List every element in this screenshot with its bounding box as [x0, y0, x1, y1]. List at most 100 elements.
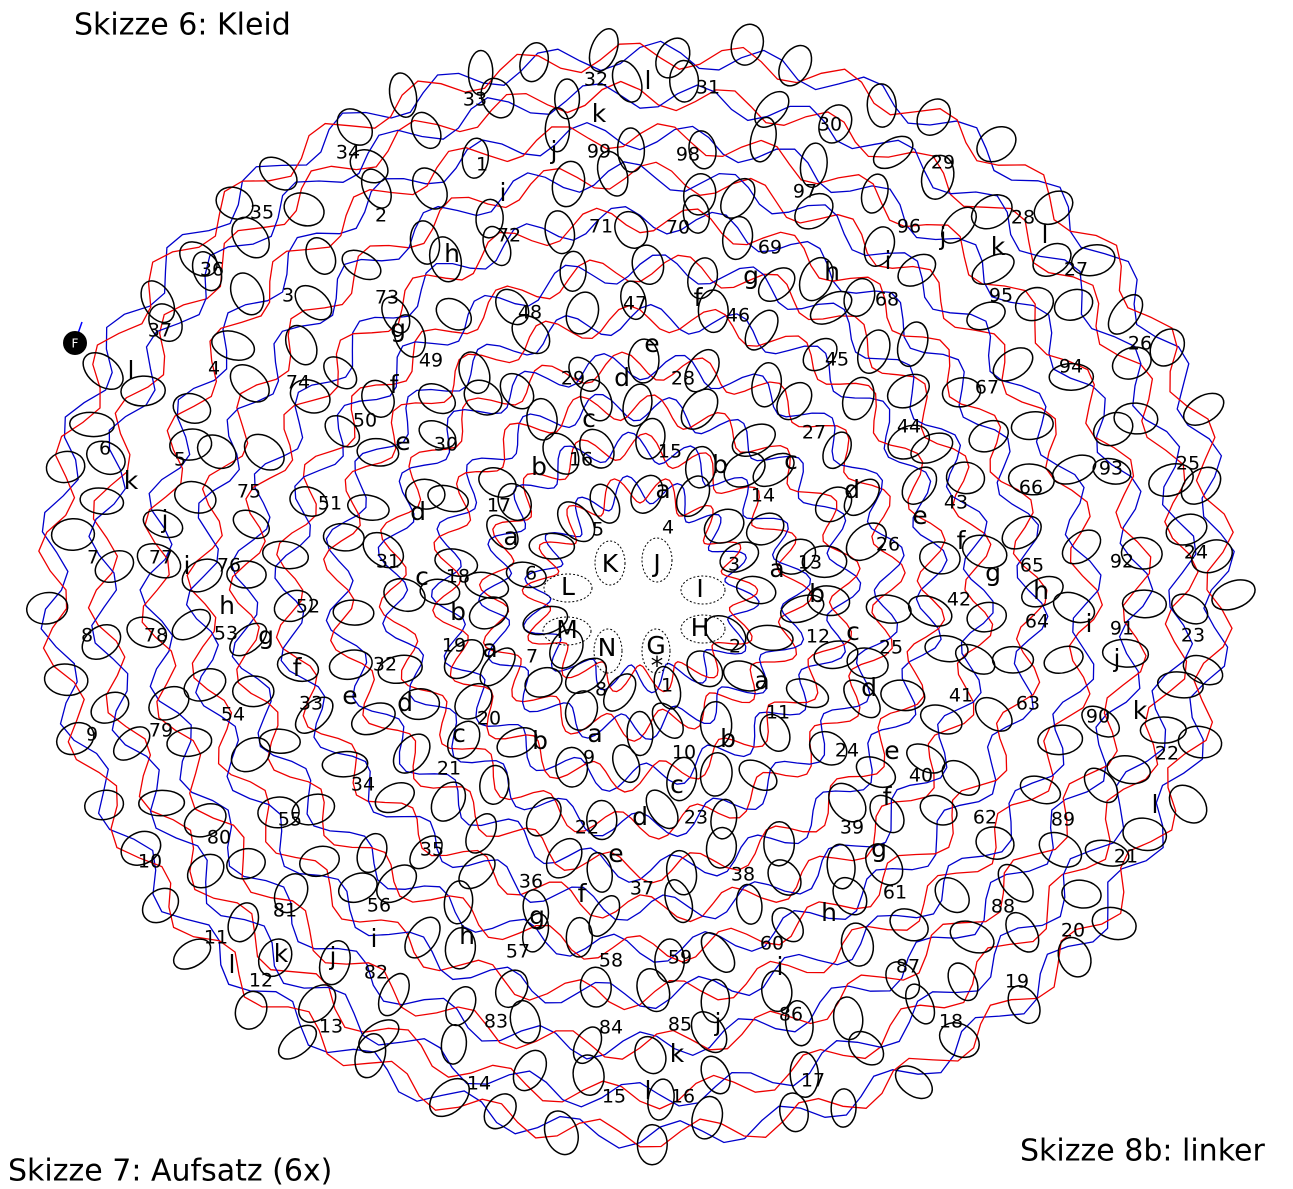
loop: [479, 764, 510, 805]
row-number: 14: [467, 1073, 491, 1095]
row-number: 87: [896, 956, 920, 978]
row-number: 31: [696, 77, 720, 99]
loop: [779, 1092, 809, 1133]
loop: [666, 756, 698, 802]
footer-left: Skizze 7: Aufsatz (6x): [8, 1154, 332, 1189]
loop-letter: e: [342, 681, 357, 710]
loop: [906, 743, 946, 774]
loop: [186, 853, 225, 889]
loop: [68, 411, 116, 438]
loop: [289, 379, 331, 414]
loop: [627, 338, 660, 384]
loop: [869, 794, 905, 834]
row-number: 27: [802, 422, 826, 444]
row-number: 21: [1114, 846, 1138, 868]
title: Skizze 6: Kleid: [74, 8, 291, 43]
row-number: 20: [477, 708, 501, 730]
row-number: 49: [419, 350, 443, 372]
loop: [555, 746, 589, 788]
loop-letter: l: [645, 1076, 652, 1105]
loop: [635, 417, 666, 460]
loop: [377, 654, 423, 685]
loop: [761, 970, 793, 1013]
loop: [276, 651, 320, 683]
row-number: 18: [939, 1011, 963, 1033]
loop: [682, 194, 711, 234]
loop: [1180, 466, 1222, 505]
loop: [799, 142, 828, 189]
loop: [668, 59, 700, 103]
thread: [40, 40, 1235, 1149]
loop-letter: h: [821, 898, 837, 927]
loop: [211, 330, 256, 361]
loop: [905, 983, 936, 1025]
loop: [945, 461, 986, 495]
loop-letter: e: [608, 839, 623, 868]
row-number: 15: [602, 1086, 626, 1108]
loop: [511, 314, 551, 355]
loop: [568, 356, 601, 392]
loop: [362, 531, 405, 569]
loop-letter: b: [532, 726, 548, 755]
loop: [419, 578, 461, 606]
loop: [813, 640, 859, 670]
loop: [461, 137, 490, 179]
loop: [499, 372, 535, 410]
center-loop: [680, 575, 726, 605]
loop: [1177, 725, 1223, 759]
loop: [289, 486, 328, 517]
loop: [843, 478, 880, 517]
loop: [1156, 671, 1204, 699]
row-number: 33: [463, 89, 487, 111]
loop-letter: d: [844, 475, 860, 504]
row-number: 17: [487, 495, 511, 517]
loop: [542, 432, 580, 475]
loop-letter: j: [939, 222, 947, 251]
row-number: 29: [561, 368, 585, 390]
loop: [700, 1055, 731, 1095]
loop: [322, 522, 365, 552]
loop: [377, 972, 410, 1017]
loop: [1113, 402, 1159, 435]
loop: [947, 962, 979, 1002]
loop: [381, 296, 411, 334]
loop-letter: b: [712, 450, 728, 479]
loop: [630, 474, 664, 514]
loop: [856, 329, 891, 374]
loop: [771, 907, 805, 943]
loop: [763, 821, 796, 867]
loop: [919, 704, 963, 735]
row-number: 57: [506, 941, 530, 963]
row-number: 45: [825, 349, 849, 371]
center-loop: [680, 614, 726, 644]
loop: [480, 77, 515, 119]
loop: [1048, 362, 1095, 391]
loop: [229, 272, 265, 316]
loop-letter: i: [1086, 609, 1093, 638]
loop-letter: a: [769, 554, 784, 583]
loop: [229, 622, 268, 657]
row-number: 3: [728, 554, 740, 576]
loop-letter: d: [410, 497, 426, 526]
row-number: 32: [373, 654, 397, 676]
loop-letter: k: [124, 466, 139, 495]
loop: [358, 1019, 400, 1054]
loop: [179, 241, 218, 277]
loop: [463, 379, 503, 416]
loop: [332, 599, 375, 626]
loop-letter: e: [912, 501, 927, 530]
loop: [512, 1049, 548, 1092]
loop: [388, 72, 418, 118]
loop-letter: j: [1113, 644, 1121, 673]
row-number: 47: [623, 293, 647, 315]
loop-letter: l: [645, 66, 652, 95]
loop: [690, 1011, 728, 1054]
row-number: 37: [148, 320, 172, 342]
row-number: 59: [668, 947, 692, 969]
loop: [526, 397, 558, 441]
row-number: 16: [671, 1086, 695, 1108]
loop: [938, 1022, 980, 1059]
loop: [885, 961, 921, 1000]
loop-letter: f: [293, 653, 303, 682]
loop: [1091, 906, 1137, 941]
